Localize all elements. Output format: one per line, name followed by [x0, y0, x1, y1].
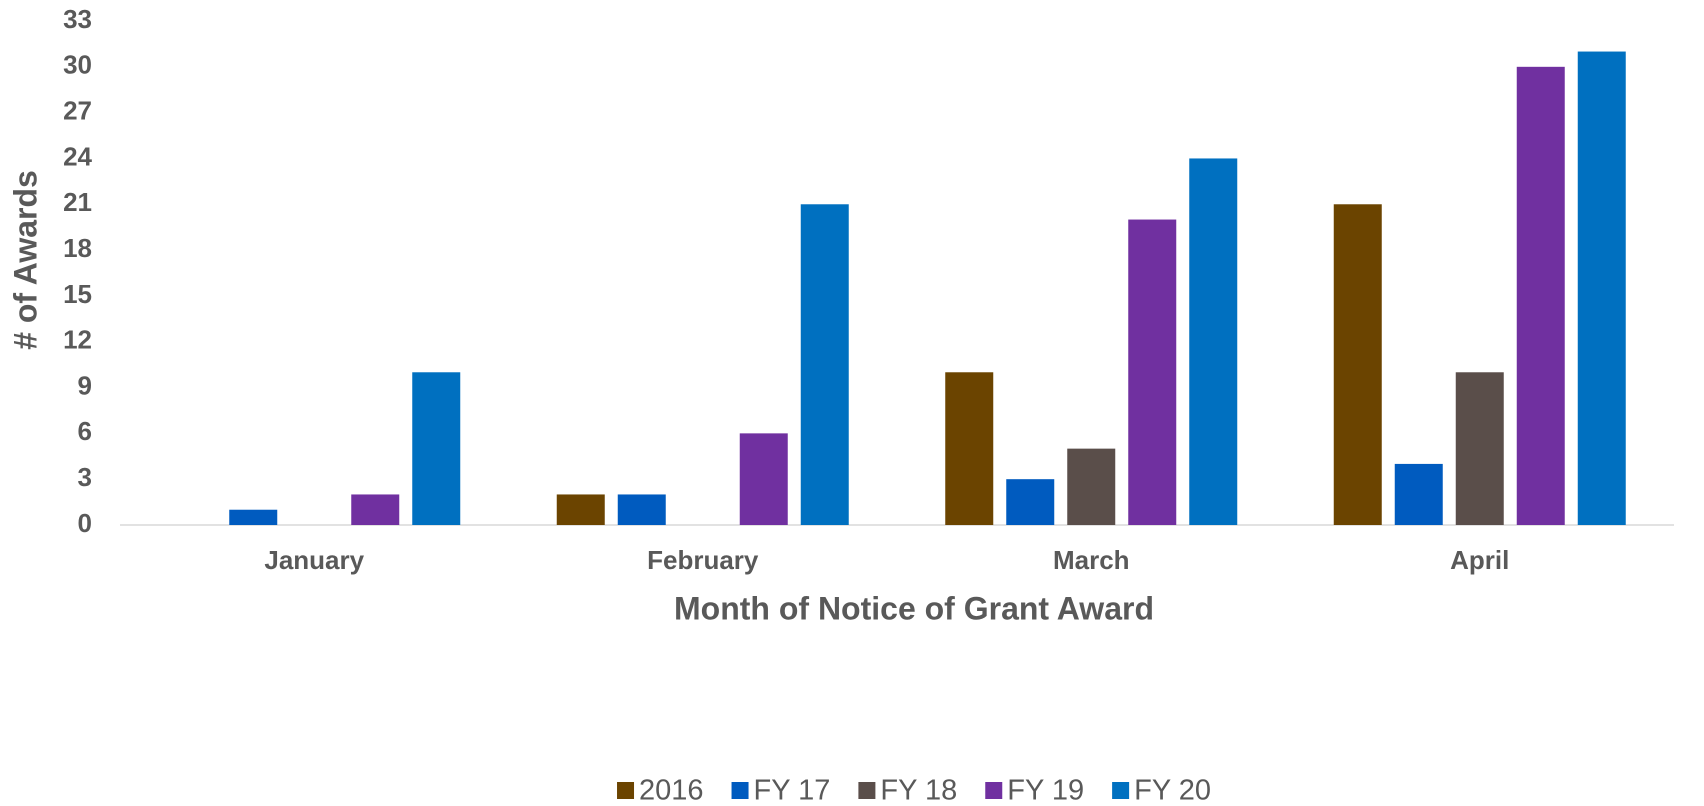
bar — [739, 433, 788, 525]
y-tick-label: 18 — [63, 233, 92, 263]
legend-swatch — [1112, 782, 1130, 799]
bar — [1577, 51, 1626, 525]
legend-label: FY 18 — [880, 775, 957, 806]
y-tick-label: 27 — [63, 96, 92, 126]
legend: 2016 FY 17 FY 18 FY 19 FY 20 — [617, 775, 1211, 806]
bar — [229, 509, 278, 525]
y-axis-title: # of Awards — [7, 170, 43, 350]
y-tick-label: 21 — [63, 187, 92, 217]
legend-swatch — [731, 782, 749, 799]
bar — [1128, 219, 1177, 525]
bar — [1455, 372, 1504, 525]
legend-label: FY 17 — [754, 775, 831, 806]
bar — [1067, 448, 1116, 525]
y-tick-label: 15 — [63, 279, 92, 309]
y-tick-label: 33 — [63, 4, 92, 34]
legend-label: 2016 — [639, 775, 704, 806]
y-tick-label: 30 — [63, 50, 92, 80]
legend-swatch — [858, 782, 876, 799]
bar — [556, 494, 605, 525]
bar — [1516, 66, 1565, 526]
bar — [351, 494, 400, 525]
bar — [412, 372, 461, 525]
x-axis-title: Month of Notice of Grant Award — [674, 590, 1154, 626]
y-tick-label: 24 — [63, 141, 92, 171]
bar — [1394, 463, 1443, 525]
y-tick-label: 6 — [78, 416, 92, 446]
legend-label: FY 20 — [1134, 775, 1211, 806]
x-tick-label: April — [1450, 545, 1509, 575]
bar — [945, 372, 994, 525]
y-tick-label: 0 — [78, 508, 92, 538]
x-tick-label: February — [647, 545, 759, 575]
legend-swatch — [985, 782, 1003, 799]
y-tick-label: 3 — [78, 462, 92, 492]
legend-swatch — [617, 782, 635, 799]
x-tick-label: March — [1053, 545, 1130, 575]
y-tick-label: 9 — [78, 370, 92, 400]
bar — [1189, 158, 1238, 526]
legend-label: FY 19 — [1007, 775, 1084, 806]
y-tick-label: 12 — [63, 325, 92, 355]
bar — [1006, 479, 1055, 525]
bar — [800, 204, 849, 526]
bar — [1333, 204, 1382, 526]
bar — [617, 494, 666, 525]
x-tick-label: January — [264, 545, 364, 575]
